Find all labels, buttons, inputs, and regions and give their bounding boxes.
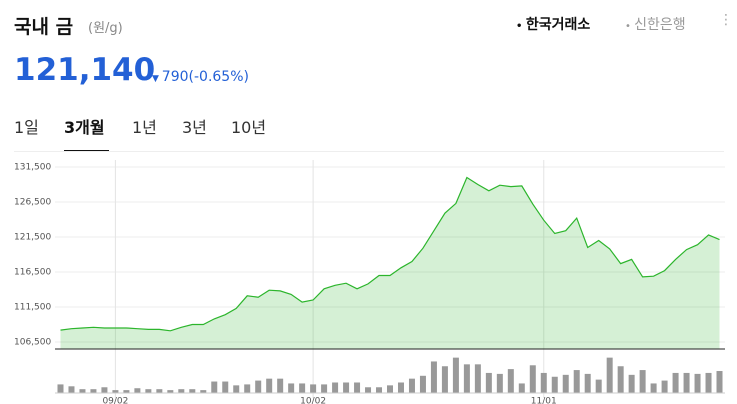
volume-bar	[90, 389, 97, 393]
volume-bar	[376, 387, 383, 393]
volume-bar	[233, 385, 240, 393]
volume-bar	[672, 372, 679, 393]
volume-bar	[639, 370, 646, 393]
period-tab[interactable]: 3년	[182, 118, 207, 137]
volume-bar	[507, 369, 514, 393]
period-tab[interactable]: 1년	[132, 118, 157, 137]
volume-bar	[452, 357, 459, 393]
y-tick-label: 121,500	[14, 233, 51, 243]
volume-bar	[321, 384, 328, 393]
volume-bar	[540, 372, 547, 393]
volume-bar	[430, 361, 437, 393]
volume-bar	[57, 384, 64, 393]
volume-bar	[584, 373, 591, 393]
volume-bar	[387, 385, 393, 393]
volume-bar	[441, 366, 448, 393]
volume-bar	[529, 365, 536, 393]
volume-bar	[222, 381, 229, 393]
volume-bar	[694, 373, 701, 393]
volume-bar	[354, 382, 361, 393]
divider	[14, 151, 724, 152]
price-line	[60, 176, 720, 332]
volume-bar	[518, 383, 525, 393]
volume-bar	[156, 389, 163, 393]
more-menu[interactable]: ⋮	[719, 12, 733, 28]
volume-bar	[562, 374, 569, 393]
x-tick-label: 10/02	[300, 397, 326, 404]
volume-bar	[266, 378, 273, 393]
y-tick-label: 126,500	[14, 198, 51, 208]
y-tick-label: 111,500	[14, 303, 51, 313]
volume-bar	[200, 390, 207, 393]
title: 국내 금	[14, 16, 74, 38]
volume-bar	[419, 375, 426, 393]
volume-bar	[606, 357, 613, 393]
volume-bar	[485, 372, 492, 393]
volume-bar	[716, 371, 723, 393]
volume-bar	[551, 376, 558, 393]
volume-bar	[365, 387, 372, 393]
volume-bar	[496, 373, 503, 393]
volume-bar	[299, 383, 306, 393]
period-tab[interactable]: 3개월	[64, 118, 105, 137]
x-tick-label: 09/02	[102, 397, 128, 404]
period-tab[interactable]: 10년	[231, 118, 267, 137]
volume-bar	[255, 380, 262, 393]
unit: (원/g)	[88, 21, 123, 36]
change-value: 790	[161, 69, 189, 85]
source-tab[interactable]: • 신한은행	[625, 17, 686, 33]
price: 121,140	[14, 52, 156, 88]
volume-bar	[211, 381, 218, 393]
volume-bar	[332, 382, 339, 393]
volume-bar	[628, 374, 635, 393]
volume-bar	[474, 364, 481, 393]
volume-bar	[178, 389, 185, 393]
volume-bar	[79, 389, 86, 393]
source-tab[interactable]: • 한국거래소	[516, 17, 591, 33]
volume-bar	[123, 390, 130, 393]
volume-bar	[705, 372, 712, 393]
volume-bar	[650, 383, 657, 393]
volume-bar	[112, 390, 119, 393]
volume-bar	[277, 378, 284, 393]
volume-bar	[617, 366, 624, 393]
volume-bar	[310, 384, 317, 393]
change-pct: (-0.65%)	[188, 69, 249, 85]
y-tick-label: 116,500	[14, 268, 51, 278]
volume-bar	[244, 384, 251, 393]
volume-bar	[288, 383, 295, 393]
source-label: 신한은행	[634, 17, 686, 33]
volume-bar	[408, 378, 415, 393]
volume-bar	[573, 370, 580, 393]
change: ▼ 790(-0.65%)	[152, 69, 249, 85]
price-area	[60, 177, 720, 349]
volume-bar	[661, 380, 668, 393]
volume-bar	[397, 382, 404, 393]
volume-bar	[343, 382, 350, 393]
y-tick-label: 131,500	[14, 163, 51, 173]
source-label: 한국거래소	[525, 17, 591, 33]
volume-bar	[145, 389, 152, 393]
volume-bar	[463, 364, 470, 393]
volume-bar	[68, 386, 75, 393]
volume-bar	[134, 388, 141, 393]
volume-bar	[189, 389, 196, 393]
period-tab[interactable]: 1일	[14, 118, 39, 137]
y-tick-label: 106,500	[14, 338, 51, 348]
volume-bar	[683, 372, 690, 393]
volume-bar	[167, 390, 174, 393]
volume-bar	[595, 379, 602, 393]
x-tick-label: 11/01	[531, 397, 557, 404]
volume-bar	[101, 387, 108, 393]
